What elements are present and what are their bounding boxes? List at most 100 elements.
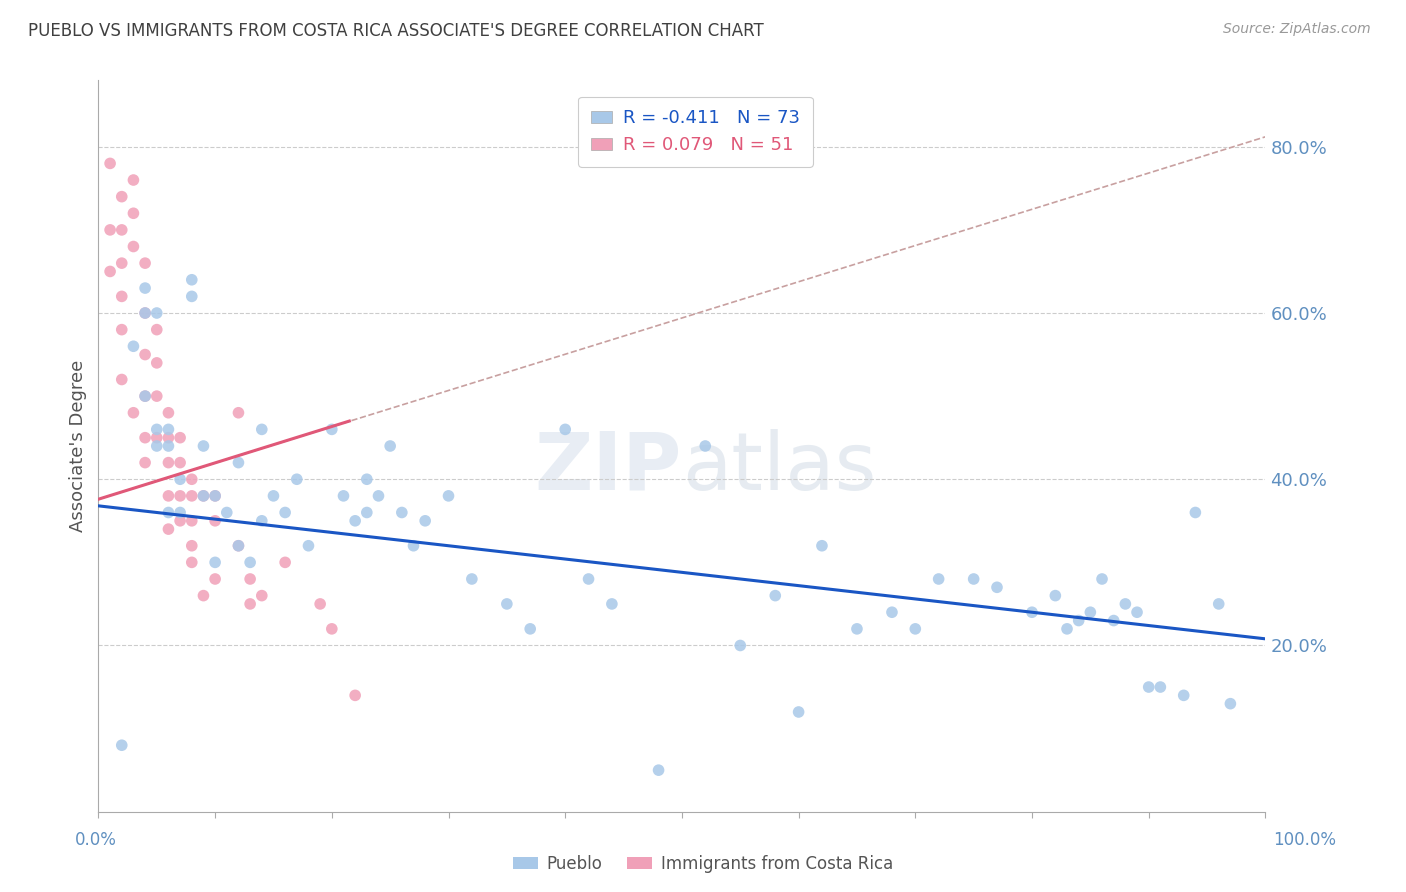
- Text: ZIP: ZIP: [534, 429, 682, 507]
- Point: [846, 622, 869, 636]
- Point: [437, 489, 460, 503]
- Point: [285, 472, 308, 486]
- Point: [321, 622, 343, 636]
- Point: [309, 597, 332, 611]
- Point: [111, 189, 134, 203]
- Point: [180, 514, 202, 528]
- Point: [928, 572, 950, 586]
- Point: [169, 472, 191, 486]
- Point: [962, 572, 984, 586]
- Point: [578, 572, 600, 586]
- Point: [204, 489, 226, 503]
- Text: Source: ZipAtlas.com: Source: ZipAtlas.com: [1223, 22, 1371, 37]
- Point: [134, 347, 156, 362]
- Point: [496, 597, 519, 611]
- Point: [193, 589, 215, 603]
- Point: [180, 489, 202, 503]
- Point: [111, 323, 134, 337]
- Point: [1091, 572, 1114, 586]
- Point: [356, 506, 378, 520]
- Point: [204, 514, 226, 528]
- Point: [1184, 506, 1206, 520]
- Point: [1173, 689, 1195, 703]
- Point: [356, 472, 378, 486]
- Point: [157, 406, 180, 420]
- Point: [228, 456, 250, 470]
- Point: [111, 372, 134, 386]
- Point: [391, 506, 413, 520]
- Point: [157, 522, 180, 536]
- Point: [157, 506, 180, 520]
- Point: [204, 555, 226, 569]
- Point: [250, 422, 273, 436]
- Point: [250, 514, 273, 528]
- Point: [134, 306, 156, 320]
- Point: [169, 489, 191, 503]
- Point: [122, 206, 145, 220]
- Point: [413, 514, 436, 528]
- Point: [1208, 597, 1230, 611]
- Point: [134, 456, 156, 470]
- Point: [600, 597, 623, 611]
- Text: 0.0%: 0.0%: [75, 831, 117, 849]
- Point: [1102, 614, 1125, 628]
- Point: [122, 339, 145, 353]
- Point: [986, 580, 1008, 594]
- Point: [180, 273, 202, 287]
- Point: [1080, 605, 1102, 619]
- Point: [763, 589, 786, 603]
- Point: [1126, 605, 1149, 619]
- Text: 100.0%: 100.0%: [1274, 831, 1336, 849]
- Point: [193, 489, 215, 503]
- Point: [111, 289, 134, 303]
- Point: [228, 406, 250, 420]
- Point: [122, 406, 145, 420]
- Point: [730, 639, 752, 653]
- Point: [146, 356, 169, 370]
- Point: [380, 439, 402, 453]
- Point: [146, 306, 169, 320]
- Point: [239, 572, 262, 586]
- Point: [134, 389, 156, 403]
- Point: [297, 539, 319, 553]
- Point: [111, 256, 134, 270]
- Point: [204, 572, 226, 586]
- Point: [1137, 680, 1160, 694]
- Point: [647, 763, 669, 777]
- Point: [228, 539, 250, 553]
- Point: [146, 422, 169, 436]
- Point: [787, 705, 810, 719]
- Point: [1219, 697, 1241, 711]
- Point: [98, 156, 121, 170]
- Point: [262, 489, 284, 503]
- Point: [344, 514, 367, 528]
- Point: [122, 173, 145, 187]
- Point: [332, 489, 354, 503]
- Point: [239, 597, 262, 611]
- Point: [157, 439, 180, 453]
- Point: [180, 555, 202, 569]
- Point: [169, 456, 191, 470]
- Legend: Pueblo, Immigrants from Costa Rica: Pueblo, Immigrants from Costa Rica: [506, 848, 900, 880]
- Point: [367, 489, 389, 503]
- Point: [321, 422, 343, 436]
- Point: [695, 439, 717, 453]
- Point: [1056, 622, 1078, 636]
- Point: [180, 289, 202, 303]
- Point: [1149, 680, 1171, 694]
- Point: [146, 439, 169, 453]
- Point: [193, 439, 215, 453]
- Point: [111, 738, 134, 752]
- Point: [146, 431, 169, 445]
- Text: atlas: atlas: [682, 429, 876, 507]
- Point: [344, 689, 367, 703]
- Point: [193, 489, 215, 503]
- Point: [134, 389, 156, 403]
- Point: [146, 323, 169, 337]
- Point: [402, 539, 425, 553]
- Point: [134, 306, 156, 320]
- Point: [811, 539, 834, 553]
- Point: [134, 281, 156, 295]
- Legend: R = -0.411   N = 73, R = 0.079   N = 51: R = -0.411 N = 73, R = 0.079 N = 51: [578, 96, 813, 167]
- Point: [904, 622, 927, 636]
